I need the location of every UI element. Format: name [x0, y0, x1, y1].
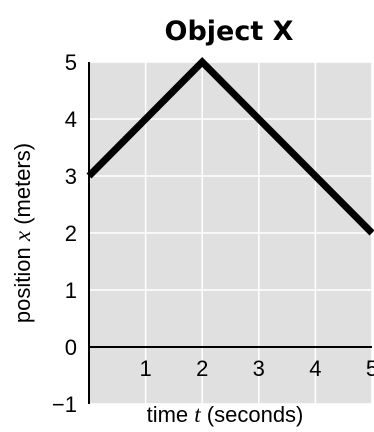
y-tick-label: 3 [65, 164, 77, 189]
x-axis-label-suffix: (seconds) [201, 402, 304, 427]
y-axis-label: position x (meters) [10, 143, 35, 323]
y-axis-label-prefix: position [10, 241, 35, 323]
x-tick-label: 3 [253, 356, 265, 381]
y-tick-label: 5 [65, 50, 77, 75]
y-tick-label: 1 [65, 278, 77, 303]
y-tick-label: −1 [52, 392, 77, 417]
y-tick-label: 0 [65, 335, 77, 360]
x-tick-label: 2 [196, 356, 208, 381]
y-tick-label: 4 [65, 107, 77, 132]
y-axis-variable: x [10, 230, 35, 242]
chart-title: Object X [165, 16, 294, 47]
series [86, 57, 374, 236]
y-axis-label-suffix: (meters) [10, 143, 35, 231]
x-tick-label: 4 [309, 356, 321, 381]
x-tick-label: 5 [366, 356, 374, 381]
x-axis-label: time t (seconds) [147, 402, 304, 427]
tick-labels: 5 4 3 2 1 0 −1 1 2 3 4 5 [52, 50, 374, 417]
x-tick-label: 1 [139, 356, 151, 381]
x-axis-variable: t [194, 402, 201, 427]
series-line-0 [86, 57, 374, 236]
axes [88, 62, 372, 404]
y-tick-label: 2 [65, 221, 77, 246]
x-axis-label-prefix: time [147, 402, 195, 427]
